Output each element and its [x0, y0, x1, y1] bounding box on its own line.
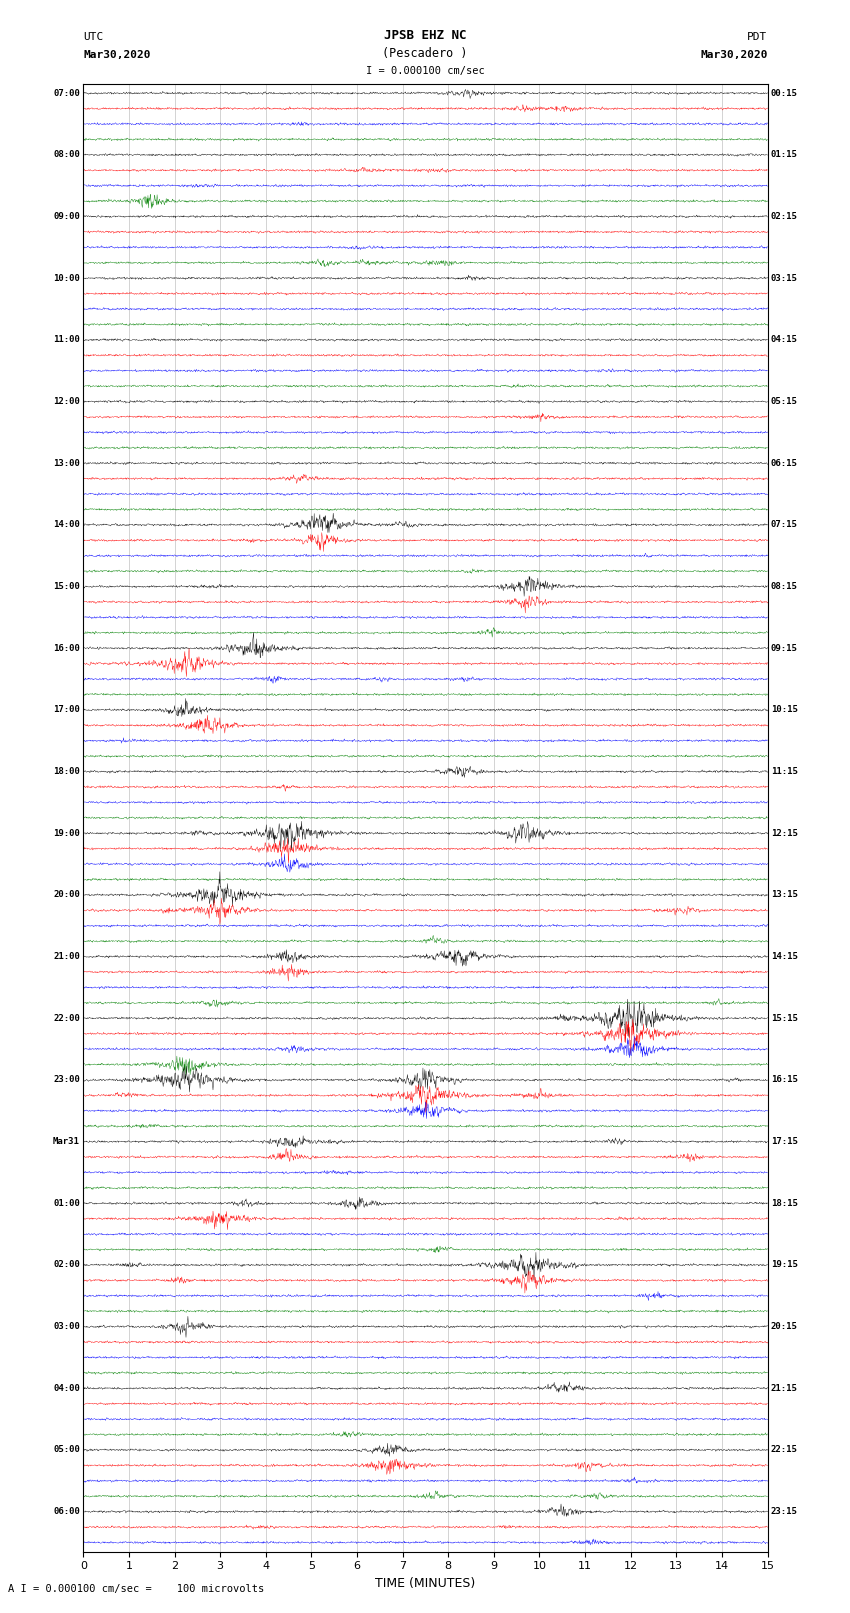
Text: 09:15: 09:15 — [771, 644, 798, 653]
Text: 07:00: 07:00 — [53, 89, 80, 98]
Text: 10:00: 10:00 — [53, 274, 80, 282]
Text: 18:00: 18:00 — [53, 768, 80, 776]
Text: 13:15: 13:15 — [771, 890, 798, 900]
Text: 15:00: 15:00 — [53, 582, 80, 590]
Text: 04:15: 04:15 — [771, 336, 798, 344]
Text: 16:00: 16:00 — [53, 644, 80, 653]
Text: 01:15: 01:15 — [771, 150, 798, 160]
Text: 05:15: 05:15 — [771, 397, 798, 406]
X-axis label: TIME (MINUTES): TIME (MINUTES) — [376, 1578, 475, 1590]
Text: 14:15: 14:15 — [771, 952, 798, 961]
Text: 13:00: 13:00 — [53, 458, 80, 468]
Text: 12:00: 12:00 — [53, 397, 80, 406]
Text: 06:15: 06:15 — [771, 458, 798, 468]
Text: 07:15: 07:15 — [771, 521, 798, 529]
Text: 03:15: 03:15 — [771, 274, 798, 282]
Text: 19:15: 19:15 — [771, 1260, 798, 1269]
Text: 19:00: 19:00 — [53, 829, 80, 837]
Text: 11:00: 11:00 — [53, 336, 80, 344]
Text: Mar30,2020: Mar30,2020 — [700, 50, 768, 60]
Text: 22:15: 22:15 — [771, 1445, 798, 1455]
Text: 14:00: 14:00 — [53, 521, 80, 529]
Text: 17:15: 17:15 — [771, 1137, 798, 1147]
Text: 23:00: 23:00 — [53, 1076, 80, 1084]
Text: 04:00: 04:00 — [53, 1384, 80, 1392]
Text: 15:15: 15:15 — [771, 1013, 798, 1023]
Text: Mar31: Mar31 — [53, 1137, 80, 1147]
Text: (Pescadero ): (Pescadero ) — [382, 47, 468, 60]
Text: 02:00: 02:00 — [53, 1260, 80, 1269]
Text: 12:15: 12:15 — [771, 829, 798, 837]
Text: 11:15: 11:15 — [771, 768, 798, 776]
Text: 20:15: 20:15 — [771, 1323, 798, 1331]
Text: 09:00: 09:00 — [53, 211, 80, 221]
Text: 21:00: 21:00 — [53, 952, 80, 961]
Text: 00:15: 00:15 — [771, 89, 798, 98]
Text: JPSB EHZ NC: JPSB EHZ NC — [383, 29, 467, 42]
Text: 08:15: 08:15 — [771, 582, 798, 590]
Text: 06:00: 06:00 — [53, 1507, 80, 1516]
Text: 17:00: 17:00 — [53, 705, 80, 715]
Text: 21:15: 21:15 — [771, 1384, 798, 1392]
Text: 23:15: 23:15 — [771, 1507, 798, 1516]
Text: 05:00: 05:00 — [53, 1445, 80, 1455]
Text: 10:15: 10:15 — [771, 705, 798, 715]
Text: 01:00: 01:00 — [53, 1198, 80, 1208]
Text: 18:15: 18:15 — [771, 1198, 798, 1208]
Text: A I = 0.000100 cm/sec =    100 microvolts: A I = 0.000100 cm/sec = 100 microvolts — [8, 1584, 264, 1594]
Text: 16:15: 16:15 — [771, 1076, 798, 1084]
Text: 03:00: 03:00 — [53, 1323, 80, 1331]
Text: UTC: UTC — [83, 32, 104, 42]
Text: 20:00: 20:00 — [53, 890, 80, 900]
Text: 02:15: 02:15 — [771, 211, 798, 221]
Text: PDT: PDT — [747, 32, 768, 42]
Text: 08:00: 08:00 — [53, 150, 80, 160]
Text: 22:00: 22:00 — [53, 1013, 80, 1023]
Text: Mar30,2020: Mar30,2020 — [83, 50, 150, 60]
Text: I = 0.000100 cm/sec: I = 0.000100 cm/sec — [366, 66, 484, 76]
